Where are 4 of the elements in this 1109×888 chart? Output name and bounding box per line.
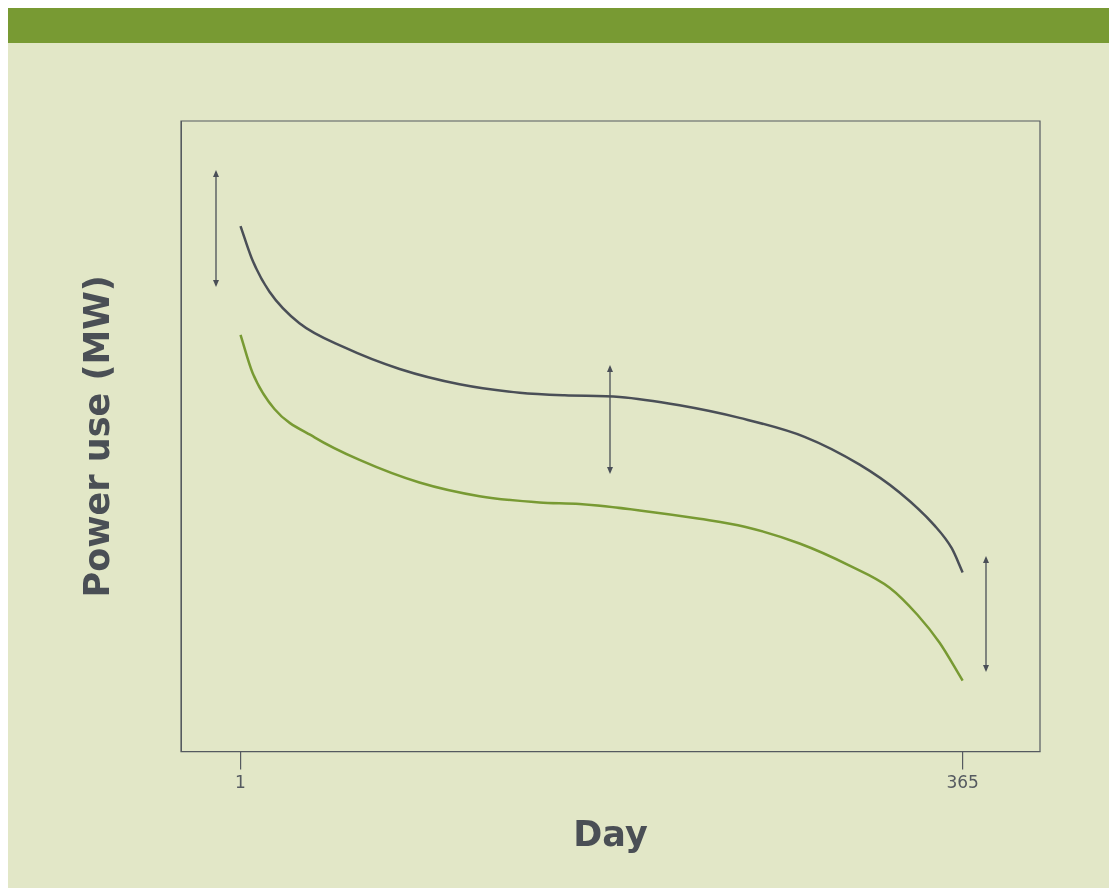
x-tick-label: 365 xyxy=(946,772,979,793)
y-axis-title: Power use (MW) xyxy=(77,275,118,598)
x-tick-label: 1 xyxy=(235,772,246,793)
x-axis-title: Day xyxy=(573,814,648,855)
